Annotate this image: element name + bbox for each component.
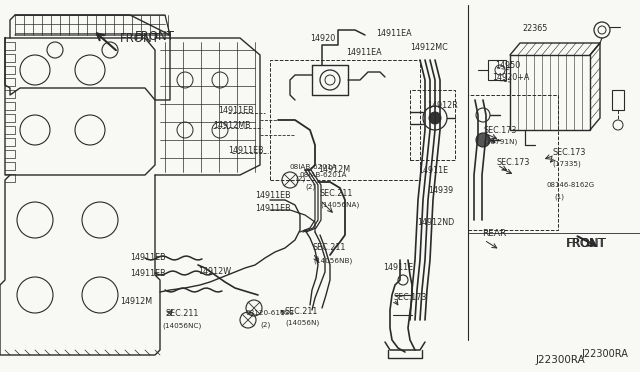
Text: SEC.211: SEC.211: [313, 244, 346, 253]
Text: FRONT: FRONT: [566, 237, 606, 250]
Text: 14912M: 14912M: [318, 164, 350, 173]
Text: 14912R: 14912R: [427, 100, 458, 109]
Text: SEC.173: SEC.173: [497, 157, 531, 167]
Circle shape: [476, 133, 490, 147]
Text: FRONT: FRONT: [120, 32, 160, 45]
Text: (18791N): (18791N): [483, 139, 517, 145]
Text: 14920+A: 14920+A: [492, 73, 529, 81]
Bar: [410, 90, 455, 160]
Text: 14911EB: 14911EB: [255, 203, 291, 212]
Bar: [270, 60, 420, 180]
Text: 14911EB: 14911EB: [255, 190, 291, 199]
Text: 14912W: 14912W: [198, 266, 231, 276]
Text: (14056NC): (14056NC): [162, 323, 201, 329]
Text: 14912ND: 14912ND: [417, 218, 454, 227]
Text: J22300RA: J22300RA: [535, 355, 585, 365]
Bar: [510, 55, 590, 130]
Bar: [488, 60, 506, 80]
Text: (2): (2): [305, 184, 316, 190]
Text: 14950: 14950: [495, 61, 520, 70]
Text: 14920: 14920: [310, 33, 335, 42]
Text: 14912MC: 14912MC: [410, 42, 448, 51]
Text: FRONT: FRONT: [567, 237, 607, 250]
Text: 14911EB: 14911EB: [228, 145, 264, 154]
Circle shape: [429, 112, 441, 124]
Bar: [468, 95, 558, 230]
Text: 08146-8162G: 08146-8162G: [547, 182, 595, 188]
Text: SEC.211: SEC.211: [165, 310, 198, 318]
Text: REAR: REAR: [482, 228, 506, 237]
Text: (1): (1): [554, 194, 564, 200]
Text: (14056N): (14056N): [285, 320, 319, 326]
Text: 14911EA: 14911EA: [376, 29, 412, 38]
Text: 14911EB: 14911EB: [130, 269, 166, 278]
Text: SEC.211: SEC.211: [285, 307, 318, 315]
Text: 14911E: 14911E: [418, 166, 448, 174]
Text: 14911EA: 14911EA: [346, 48, 381, 57]
Text: 14912MB: 14912MB: [213, 121, 251, 129]
Text: SEC.173: SEC.173: [484, 125, 517, 135]
Text: (14056NA): (14056NA): [320, 202, 359, 208]
Text: (2): (2): [260, 322, 270, 328]
Text: 14911EB: 14911EB: [130, 253, 166, 263]
Text: SEC.173: SEC.173: [394, 292, 428, 301]
Text: (2): (2): [295, 176, 305, 182]
Text: (17335): (17335): [552, 161, 580, 167]
Text: SEC.173: SEC.173: [553, 148, 586, 157]
Text: 14911E: 14911E: [383, 263, 413, 273]
Text: 08IAB-6201A: 08IAB-6201A: [290, 164, 337, 170]
Text: 22365: 22365: [522, 23, 547, 32]
Text: 14939: 14939: [428, 186, 453, 195]
Text: 14912M: 14912M: [120, 298, 152, 307]
Text: FRONT: FRONT: [135, 29, 175, 42]
Text: J22300RA: J22300RA: [581, 349, 628, 359]
Text: (14056NB): (14056NB): [313, 258, 352, 264]
Text: SEC.211: SEC.211: [320, 189, 353, 198]
Text: 08120-61633: 08120-61633: [245, 310, 294, 316]
Bar: [612, 90, 624, 110]
Text: 08IAB-6201A: 08IAB-6201A: [300, 172, 348, 178]
Text: 14911EB: 14911EB: [218, 106, 253, 115]
